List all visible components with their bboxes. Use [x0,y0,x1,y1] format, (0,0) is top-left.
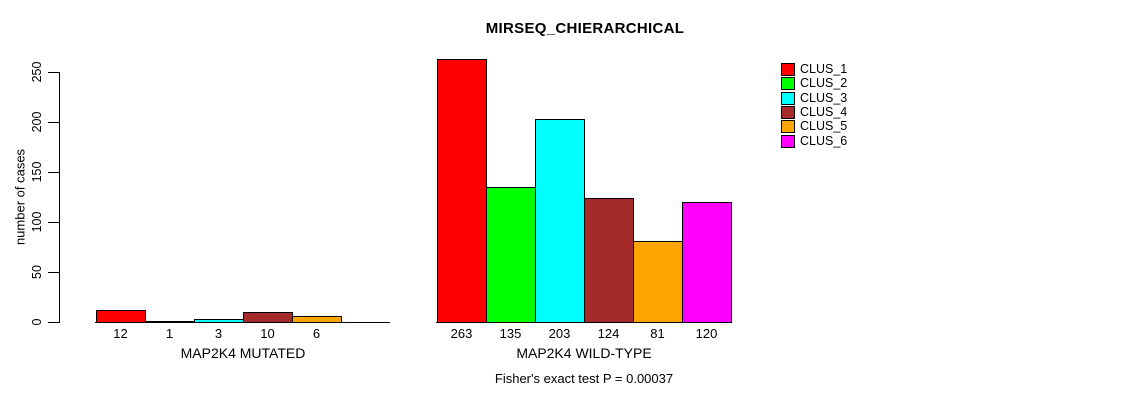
legend-label-clus_2: CLUS_2 [800,76,848,91]
legend-label-clus_1: CLUS_1 [800,62,848,76]
chart-title: MIRSEQ_CHIERARCHICAL [485,20,685,37]
bar-value-label: 10 [260,326,275,341]
legend-label-clus_3: CLUS_3 [800,90,848,105]
legend-label-clus_4: CLUS_4 [800,104,848,119]
bar-clus_1-group2 [437,59,487,323]
bar-clus_3-group1 [194,319,244,323]
y-tick [48,122,59,123]
bar-value-label: 1 [165,326,174,341]
y-tick-label: 200 [30,111,44,133]
bar-clus_4-group1 [243,312,293,323]
bar-clus_4-group2 [584,198,634,323]
y-tick [48,322,59,323]
legend-swatch-clus_4 [781,105,795,119]
legend-label-clus_5: CLUS_5 [800,119,848,134]
bar-clus_5-group1 [292,316,342,323]
bar-value-label: 6 [312,326,321,341]
y-tick-label: 250 [30,61,44,83]
legend-swatch-clus_3 [781,91,795,105]
y-tick-label: 150 [30,161,44,183]
y-tick-label: 50 [30,265,44,279]
y-tick [48,172,59,173]
bar-clus_3-group2 [535,119,585,323]
bar-value-label: 120 [695,326,718,341]
fisher-test-annotation: Fisher's exact test P = 0.00037 [494,371,674,386]
bar-value-label: 203 [548,326,571,341]
bar-clus_2-group2 [486,187,536,323]
bar-value-label: 124 [597,326,620,341]
bar-value-label: 12 [113,326,128,341]
bar-value-label: 81 [650,326,665,341]
bar-clus_6-group2 [682,202,732,323]
legend-swatch-clus_5 [781,120,795,134]
bar-value-label: 3 [214,326,223,341]
x-axis-label-mutated: MAP2K4 MUTATED [180,345,306,361]
bar-clus_5-group2 [633,241,683,323]
legend-swatch-clus_2 [781,77,795,91]
y-tick [48,272,59,273]
legend-label-clus_6: CLUS_6 [800,133,848,148]
y-tick-label: 0 [30,318,44,326]
y-axis-label: number of cases [12,148,28,246]
bar-clus_1-group1 [96,310,146,323]
bar-clus_2-group1 [145,321,195,323]
legend-swatch-clus_1 [781,63,795,76]
legend-swatch-clus_6 [781,134,795,148]
bar-value-label: 263 [450,326,473,341]
x-axis-label-wildtype: MAP2K4 WILD-TYPE [516,345,652,361]
y-tick [48,222,59,223]
y-tick-label: 100 [30,211,44,233]
y-axis-line [59,72,60,323]
y-tick [48,72,59,73]
bar-value-label: 135 [499,326,522,341]
